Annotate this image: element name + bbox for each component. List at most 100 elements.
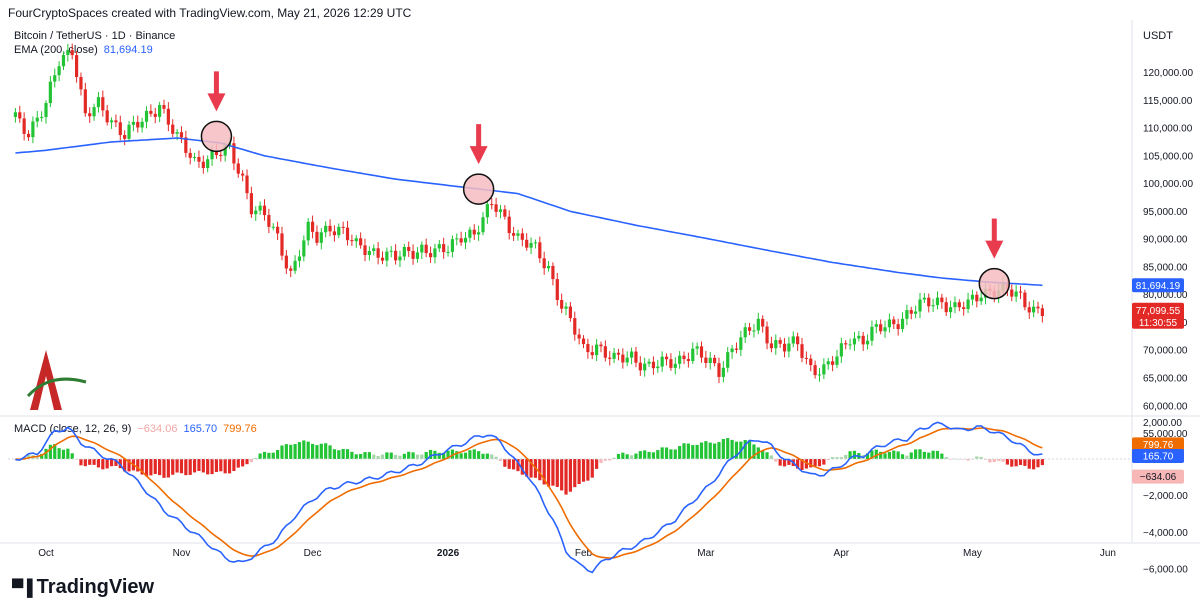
macd-hist-bar xyxy=(634,453,638,459)
macd-hist-bar xyxy=(498,459,503,461)
macd-hist-bar xyxy=(769,455,774,459)
candle-body xyxy=(874,324,878,327)
candle-body xyxy=(223,144,227,156)
candle-body xyxy=(879,324,883,332)
candle-body xyxy=(214,150,219,155)
macd-hist-bar xyxy=(957,458,961,460)
candle-body xyxy=(337,226,341,236)
candle-body xyxy=(18,112,22,119)
candle-body xyxy=(232,143,236,164)
macd-hist-bar xyxy=(900,454,905,459)
macd-hist-bar xyxy=(966,459,970,461)
candle-body xyxy=(586,344,590,353)
candle-body xyxy=(568,306,572,319)
macd-hist-bar xyxy=(302,440,306,459)
time-tick-label: Mar xyxy=(697,548,715,559)
macd-hist-bar xyxy=(271,452,275,459)
signal-badge: 799.76 xyxy=(1143,440,1174,451)
macd-hist-bar xyxy=(525,459,529,477)
macd-tick-label: −6,000.00 xyxy=(1143,564,1188,575)
macd-hist-bar xyxy=(778,459,782,466)
macd-tick-label: 2,000.00 xyxy=(1143,418,1182,429)
candle-body xyxy=(490,204,494,206)
macd-legend-hist: −634.06 xyxy=(137,423,178,435)
macd-hist-bar xyxy=(691,445,695,459)
macd-hist-bar xyxy=(109,459,114,467)
candle-body xyxy=(1014,291,1018,297)
macd-hist-bar xyxy=(704,441,708,459)
candle-body xyxy=(892,319,896,325)
macd-hist-bar xyxy=(699,442,704,459)
macd-hist-bar xyxy=(310,443,315,459)
macd-hist-bar xyxy=(948,459,953,460)
macd-hist-bar xyxy=(774,459,778,462)
candle-body xyxy=(53,75,57,82)
macd-hist-bar xyxy=(612,457,616,459)
candle-body xyxy=(870,326,874,341)
macd-hist-bar xyxy=(865,453,870,459)
candle-body xyxy=(494,204,498,212)
watermark-logo-icon xyxy=(30,350,62,410)
candle-body xyxy=(695,346,699,349)
candle-body xyxy=(455,238,459,240)
candle-body xyxy=(70,50,74,56)
candle-body xyxy=(219,154,223,156)
candle-body xyxy=(713,357,717,364)
candle-body xyxy=(450,239,455,252)
candle-body xyxy=(914,311,918,314)
candle-body xyxy=(302,240,306,257)
macd-hist-bar xyxy=(210,459,214,475)
candle-body xyxy=(796,336,800,345)
macd-hist-bar xyxy=(835,457,839,459)
macd-line xyxy=(15,421,1043,574)
candle-body xyxy=(922,297,926,300)
macd-hist-bar xyxy=(341,448,345,459)
candles-group xyxy=(13,43,1044,384)
macd-hist-bar xyxy=(206,459,210,475)
candle-body xyxy=(787,343,791,352)
candle-body xyxy=(57,66,61,76)
macd-hist-bar xyxy=(149,459,153,476)
macd-hist-bar xyxy=(874,449,878,459)
macd-hist-bar xyxy=(227,459,232,474)
macd-legend: MACD (close, 12, 26, 9) −634.06 165.70 799.… xyxy=(14,423,257,435)
candle-body xyxy=(782,343,787,352)
candle-body xyxy=(927,297,931,307)
macd-hist-bar xyxy=(616,454,621,459)
macd-hist-bar xyxy=(446,450,450,459)
arrow-head xyxy=(469,146,488,165)
candle-body xyxy=(332,231,337,236)
macd-hist-bar xyxy=(424,451,428,459)
candle-body xyxy=(442,244,446,253)
macd-hist-bar xyxy=(708,442,712,459)
candle-body xyxy=(809,358,813,366)
signal-badge-bg xyxy=(1132,437,1184,452)
macd-hist-bar xyxy=(184,459,188,476)
candle-body xyxy=(730,348,734,353)
macd-hist-bar xyxy=(826,459,830,461)
macd-hist-bar xyxy=(595,459,599,469)
macd-tick-label: −4,000.00 xyxy=(1143,528,1188,539)
macd-hist-bar xyxy=(363,452,367,459)
macd-hist-bar xyxy=(747,440,752,459)
candle-body xyxy=(900,318,905,330)
price-tick-label: 60,000.00 xyxy=(1143,401,1188,412)
macd-hist-bar xyxy=(1032,459,1036,470)
macd-hist-bar xyxy=(551,459,555,486)
macd-hist-bar xyxy=(992,459,996,463)
candle-body xyxy=(249,193,253,215)
candle-body xyxy=(345,227,350,241)
macd-hist-bar xyxy=(123,459,127,472)
candle-body xyxy=(1023,292,1027,308)
macd-hist-bar xyxy=(192,459,197,473)
candle-body xyxy=(822,364,826,375)
macd-hist-bar xyxy=(127,459,131,472)
candle-body xyxy=(647,361,651,364)
candle-body xyxy=(656,366,660,369)
candle-body xyxy=(520,233,524,240)
candle-body xyxy=(603,346,607,358)
macd-hist-bar xyxy=(472,449,476,459)
macd-hist-bar xyxy=(57,448,61,459)
macd-hist-bar xyxy=(158,459,162,476)
